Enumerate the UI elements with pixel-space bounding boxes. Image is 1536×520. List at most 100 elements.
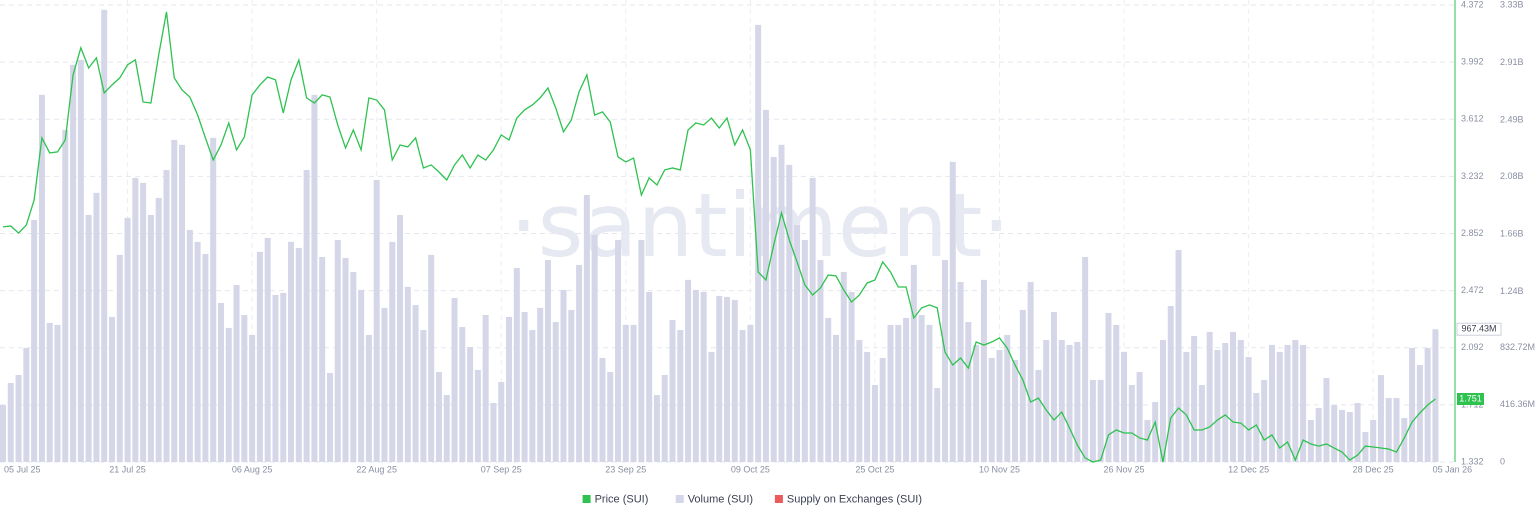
volume-bar (1121, 351, 1128, 462)
volume-bar (70, 64, 77, 462)
volume-bar (1214, 350, 1221, 462)
volume-bar (46, 322, 53, 462)
volume-bar (459, 326, 466, 462)
volume-bar (1284, 344, 1291, 462)
volume-bar (973, 344, 980, 462)
price-line (2, 11, 1436, 463)
volume-bar (210, 137, 217, 462)
volume-bar (560, 289, 567, 462)
volume-bar (1167, 305, 1174, 462)
volume-bar (241, 315, 248, 462)
volume-bar (856, 339, 863, 462)
x-tick-label: 10 Nov 25 (979, 464, 1020, 474)
legend-swatch (582, 495, 591, 503)
volume-bar (490, 402, 497, 462)
volume-bar (770, 156, 777, 462)
volume-bar (1152, 402, 1159, 462)
volume-bar (0, 405, 6, 462)
volume-bar (381, 307, 388, 462)
volume-bar (794, 224, 801, 462)
y2-tick-label: 1.66B (1500, 229, 1524, 239)
volume-bar (132, 177, 139, 462)
volume-bar (101, 9, 108, 462)
volume-bar (716, 295, 723, 462)
volume-bar (1222, 343, 1229, 462)
y2-tick-label: 416.36M (1500, 399, 1535, 409)
volume-bar (988, 357, 995, 462)
volume-bar (7, 382, 14, 462)
volume-bar (622, 324, 629, 462)
y-tick-label: 3.232 (1461, 171, 1484, 181)
volume-bar (1050, 311, 1057, 462)
volume-bar (1245, 357, 1252, 462)
volume-bar (311, 94, 318, 463)
volume-bar (1191, 336, 1198, 462)
volume-bar (832, 334, 839, 462)
volume-bar (1237, 339, 1244, 462)
volume-bar (404, 286, 411, 462)
legend: Price (SUI) Volume (SUI) Supply on Exchang… (582, 493, 922, 505)
volume-bar (591, 234, 598, 462)
volume-bar (155, 197, 162, 462)
x-tick-label: 05 Jan 26 (1433, 464, 1473, 474)
volume-bar (1089, 379, 1096, 462)
volume-bar (280, 292, 287, 462)
volume-bar (708, 351, 715, 462)
volume-bar (903, 317, 910, 462)
volume-bar (747, 324, 754, 462)
y-tick-label: 1.332 (1461, 456, 1484, 466)
volume-bar (677, 329, 684, 462)
volume-bar (288, 241, 295, 462)
volume-bar (1370, 420, 1377, 462)
volume-bar (1113, 324, 1120, 462)
x-tick-label: 28 Dec 25 (1353, 464, 1394, 474)
volume-bar (194, 241, 201, 462)
volume-bar (506, 316, 513, 462)
volume-bar (1198, 385, 1205, 462)
volume-bar (980, 279, 987, 462)
volume-bar (1159, 339, 1166, 462)
volume-bar (420, 329, 427, 462)
volume-bar (669, 319, 676, 462)
volume-bar (77, 59, 84, 462)
y2-tick-label: 0 (1500, 456, 1505, 466)
volume-bar (498, 381, 505, 462)
volume-bar (389, 241, 396, 462)
y2-tick-label: 3.33B (1500, 0, 1524, 9)
volume-bar (762, 109, 769, 463)
last-value-box (1456, 322, 1502, 336)
volume-bar (1004, 334, 1011, 462)
x-tick-label: 21 Jul 25 (109, 464, 146, 474)
volume-bar (801, 239, 808, 462)
last-value-box (1457, 393, 1484, 406)
volume-bar (1276, 351, 1283, 462)
volume-bar (1043, 339, 1050, 462)
volume-bar (887, 324, 894, 462)
volume-bar (871, 385, 878, 462)
y-tick-label: 4.372 (1461, 0, 1484, 9)
volume-bar (941, 259, 948, 462)
volume-bar (171, 139, 178, 462)
y-tick-label: 2.092 (1461, 342, 1484, 352)
volume-bar (124, 217, 131, 462)
volume-bar (140, 182, 147, 462)
legend-swatch (675, 495, 684, 503)
volume-bar (217, 302, 224, 462)
volume-bar (93, 192, 100, 462)
x-tick-label: 25 Oct 25 (855, 464, 894, 474)
volume-bar (926, 324, 933, 462)
volume-bar (147, 214, 154, 462)
y2-tick-label: 2.49B (1500, 115, 1524, 125)
volume-bar (1019, 309, 1026, 462)
volume-bar (739, 329, 746, 462)
volume-bar (724, 296, 731, 462)
volume-bar (630, 324, 637, 462)
volume-bar (1027, 281, 1034, 462)
volume-bar (692, 289, 699, 462)
volume-bar (225, 327, 232, 462)
volume-bar (957, 281, 964, 462)
volume-bar (700, 291, 707, 462)
volume-bar (186, 229, 193, 462)
volume-bar (62, 129, 69, 463)
